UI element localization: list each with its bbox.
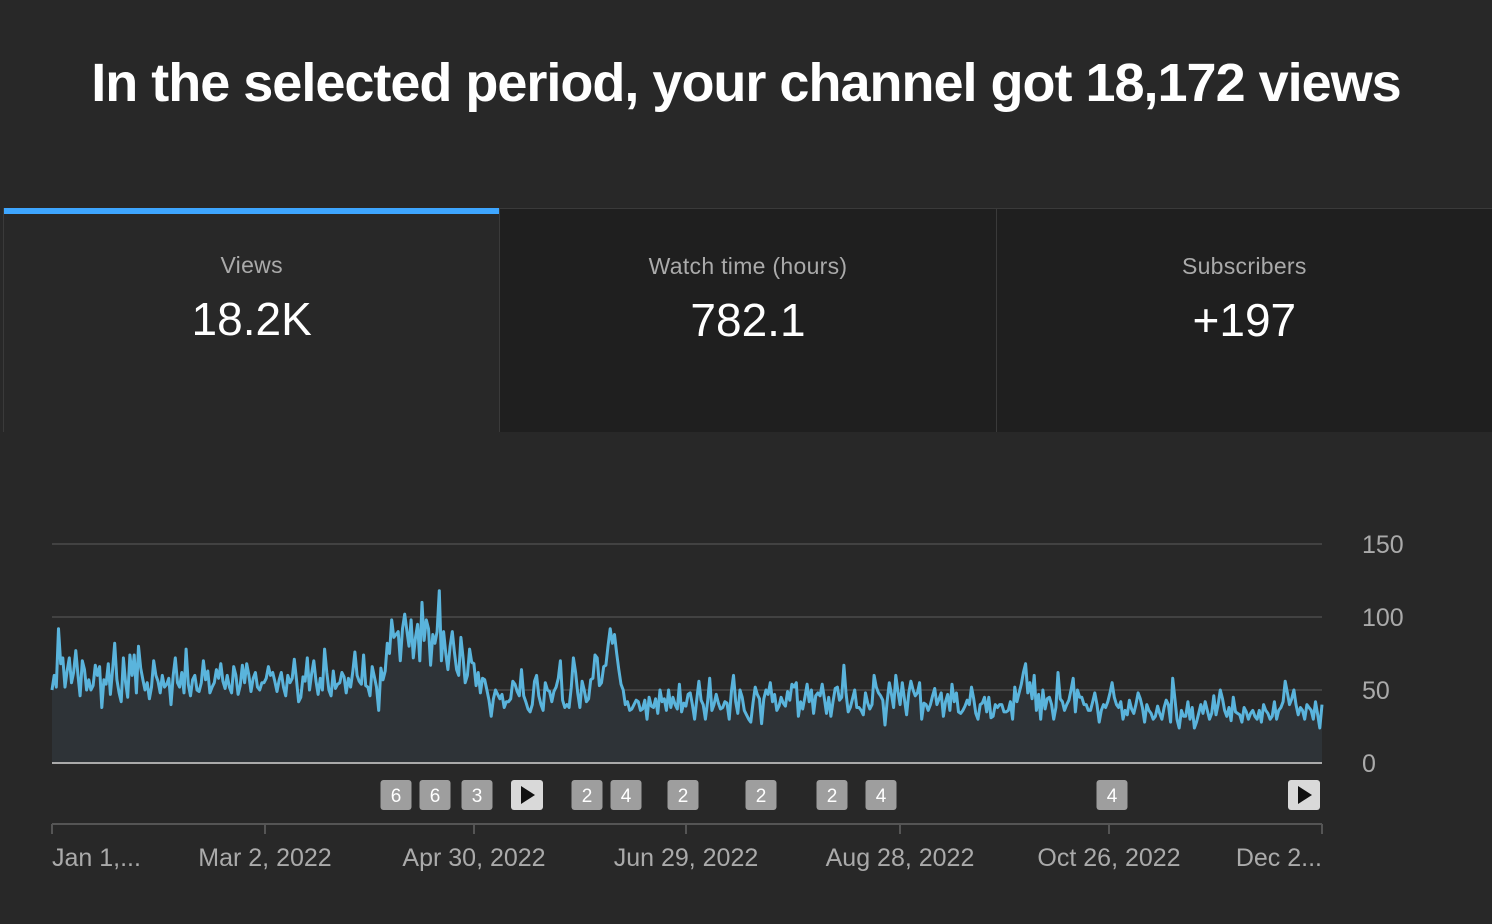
metric-tabs: Views 18.2K Watch time (hours) 782.1 Sub… xyxy=(3,208,1492,432)
y-tick-label: 0 xyxy=(1362,750,1376,778)
video-markers: 6 6 3 2 4 2 2 2 4 4 xyxy=(380,780,1320,810)
play-marker[interactable] xyxy=(1288,780,1320,810)
views-line xyxy=(50,589,1324,730)
video-count-marker[interactable]: 4 xyxy=(610,780,642,810)
views-chart: 150 100 50 0 6 6 3 2 4 2 2 2 4 4 Jan 1,... Mar 2, 202… xyxy=(50,531,1404,872)
tab-watch-time-label: Watch time (hours) xyxy=(648,253,848,279)
x-tick-label: Apr 30, 2022 xyxy=(402,844,545,872)
video-count-marker[interactable]: 3 xyxy=(461,780,493,810)
marker-count: 6 xyxy=(430,786,441,807)
video-count-marker[interactable]: 2 xyxy=(667,780,699,810)
x-tick-label: Dec 2... xyxy=(1236,844,1322,872)
tab-views[interactable]: Views 18.2K xyxy=(3,208,500,432)
y-tick-label: 150 xyxy=(1362,531,1404,559)
video-count-marker[interactable]: 6 xyxy=(380,780,412,810)
tab-views-label: Views xyxy=(220,252,283,278)
play-icon xyxy=(1298,786,1312,804)
tab-views-value: 18.2K xyxy=(191,293,312,345)
marker-count: 4 xyxy=(1107,786,1118,807)
x-tick-label: Jan 1,... xyxy=(52,844,141,872)
marker-count: 2 xyxy=(827,786,838,807)
marker-count: 6 xyxy=(391,786,402,807)
play-icon xyxy=(521,786,535,804)
marker-count: 3 xyxy=(472,786,483,807)
marker-count: 2 xyxy=(756,786,767,807)
views-area xyxy=(52,590,1322,763)
tab-watch-time-value: 782.1 xyxy=(690,294,806,346)
tab-subscribers[interactable]: Subscribers +197 xyxy=(995,208,1492,432)
page-headline: In the selected period, your channel got… xyxy=(91,53,1401,113)
play-marker[interactable] xyxy=(511,780,543,810)
video-count-marker[interactable]: 2 xyxy=(745,780,777,810)
x-tick-label: Aug 28, 2022 xyxy=(826,844,975,872)
x-axis-ticks: Jan 1,... Mar 2, 2022 Apr 30, 2022 Jun 29, … xyxy=(51,824,1323,872)
y-tick-label: 100 xyxy=(1362,604,1404,632)
x-tick-label: Oct 26, 2022 xyxy=(1037,844,1180,872)
tab-subscribers-label: Subscribers xyxy=(1181,253,1307,279)
marker-count: 2 xyxy=(582,786,593,807)
video-count-marker[interactable]: 4 xyxy=(865,780,897,810)
video-count-marker[interactable]: 6 xyxy=(419,780,451,810)
y-tick-label: 50 xyxy=(1362,677,1390,705)
tab-subscribers-value: +197 xyxy=(1192,294,1297,346)
marker-count: 2 xyxy=(678,786,689,807)
video-count-marker[interactable]: 2 xyxy=(816,780,848,810)
y-axis-ticks: 150 100 50 0 xyxy=(1362,531,1404,778)
marker-count: 4 xyxy=(621,786,632,807)
tab-watch-time[interactable]: Watch time (hours) 782.1 xyxy=(499,208,996,432)
x-tick-label: Mar 2, 2022 xyxy=(198,844,331,872)
marker-count: 4 xyxy=(876,786,887,807)
video-count-marker[interactable]: 4 xyxy=(1096,780,1128,810)
active-tab-indicator xyxy=(4,208,500,214)
video-count-marker[interactable]: 2 xyxy=(571,780,603,810)
x-tick-label: Jun 29, 2022 xyxy=(614,844,759,872)
